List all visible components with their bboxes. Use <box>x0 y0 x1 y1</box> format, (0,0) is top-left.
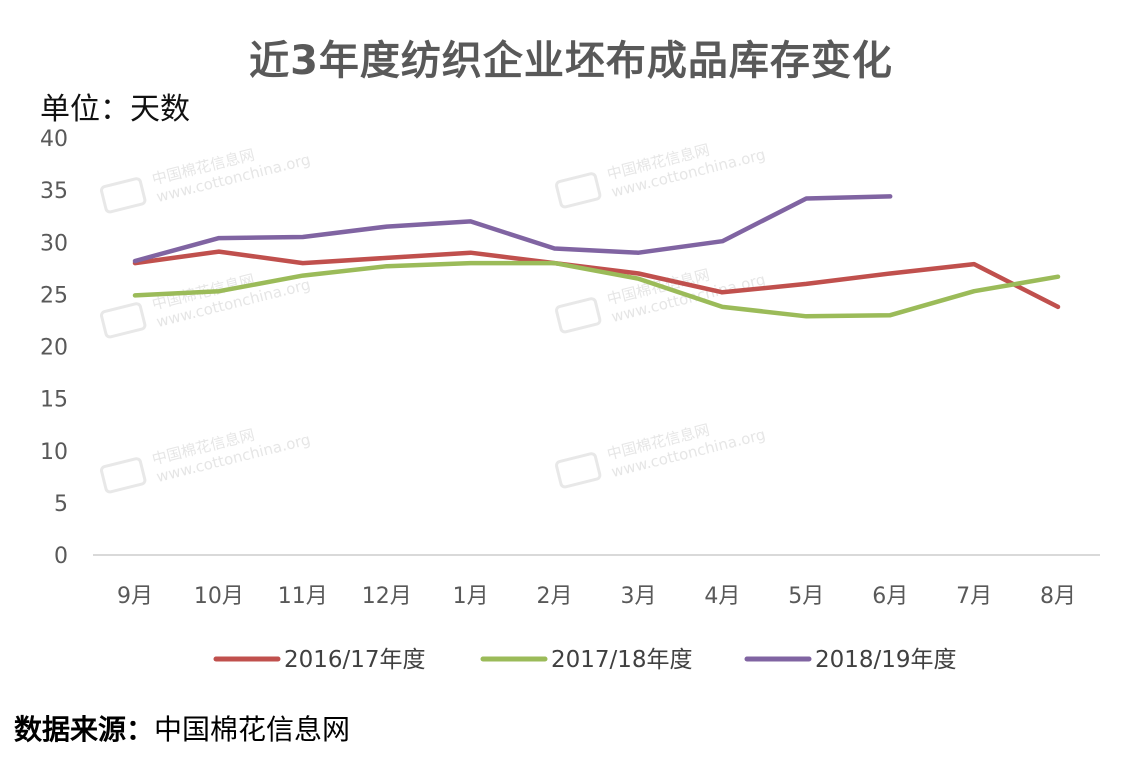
x-tick-label: 12月 <box>362 584 412 609</box>
y-axis-ticks: 0 5 10 15 20 25 30 35 40 <box>40 127 68 569</box>
x-axis-ticks: 9月 10月 11月 12月 1月 2月 3月 4月 5月 6月 7月 8月 <box>117 584 1076 609</box>
x-tick-label: 6月 <box>872 584 908 609</box>
y-tick-label: 0 <box>54 544 68 569</box>
source-label: 数据来源： <box>14 713 155 746</box>
y-tick-label: 20 <box>40 336 68 361</box>
y-tick-label: 30 <box>40 231 68 256</box>
series-lines <box>132 194 1061 319</box>
y-tick-label: 40 <box>40 127 68 152</box>
series-line <box>132 194 893 264</box>
chart-title: 近3年度纺织企业坯布成品库存变化 <box>249 38 893 84</box>
watermark-logo <box>99 302 147 339</box>
legend-label: 2017/18年度 <box>551 647 693 673</box>
y-tick-label: 10 <box>40 440 68 465</box>
y-tick-label: 15 <box>40 388 68 413</box>
x-tick-label: 9月 <box>117 584 153 609</box>
watermark-logo <box>554 452 602 489</box>
x-tick-label: 10月 <box>194 584 244 609</box>
legend-label: 2018/19年度 <box>815 647 957 673</box>
series-line <box>132 249 1061 310</box>
series-line <box>132 260 1061 319</box>
x-tick-label: 1月 <box>453 584 489 609</box>
watermark-logo <box>554 297 602 334</box>
source-text: 中国棉花信息网 <box>154 713 351 746</box>
x-tick-label: 4月 <box>704 584 740 609</box>
x-tick-label: 7月 <box>956 584 992 609</box>
x-tick-label: 5月 <box>788 584 824 609</box>
x-tick-label: 11月 <box>278 584 328 609</box>
watermark-logo <box>99 177 147 214</box>
unit-label: 单位：天数 <box>40 92 190 127</box>
y-tick-label: 25 <box>40 283 68 308</box>
x-tick-label: 2月 <box>537 584 573 609</box>
watermark-logo <box>99 457 147 494</box>
legend: 2016/17年度 2017/18年度 2018/19年度 <box>213 647 957 673</box>
legend-label: 2016/17年度 <box>284 647 426 673</box>
watermark-logo <box>554 172 602 209</box>
x-tick-label: 3月 <box>620 584 656 609</box>
y-tick-label: 35 <box>40 179 68 204</box>
y-tick-label: 5 <box>54 492 68 517</box>
x-tick-label: 8月 <box>1040 584 1076 609</box>
data-source: 数据来源：中国棉花信息网 <box>14 708 350 748</box>
